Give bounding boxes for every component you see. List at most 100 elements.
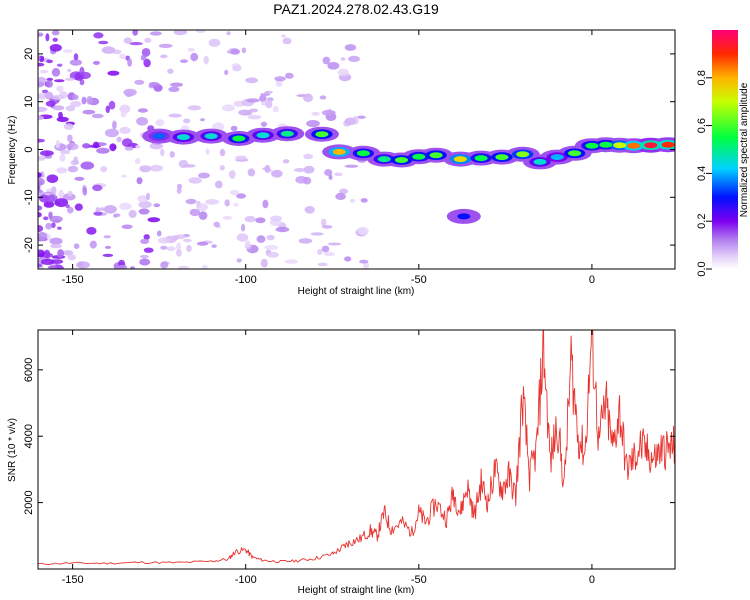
- noise-speckle: [65, 204, 70, 208]
- noise-speckle: [93, 32, 104, 39]
- noise-speckle: [93, 211, 103, 216]
- noise-speckle: [38, 205, 43, 211]
- noise-speckle: [139, 165, 152, 173]
- ridge-point: [332, 148, 346, 155]
- noise-speckle: [168, 113, 182, 118]
- noise-speckle: [270, 215, 282, 222]
- noise-speckle: [311, 111, 320, 116]
- noise-speckle: [335, 192, 346, 200]
- noise-speckle: [51, 186, 57, 195]
- noise-speckle: [215, 180, 223, 189]
- noise-speckle: [143, 58, 151, 68]
- snr-plot-area: [38, 330, 675, 569]
- noise-speckle: [140, 54, 147, 61]
- noise-speckle: [52, 105, 65, 111]
- noise-speckle: [143, 247, 154, 253]
- noise-speckle: [255, 217, 266, 224]
- noise-speckle: [203, 55, 209, 65]
- snr-panel: -150 -100 -50 0 2000 4000 6000 Height of stra…: [7, 329, 676, 596]
- noise-speckle: [264, 90, 273, 94]
- noise-speckle: [304, 206, 315, 214]
- noise-speckle: [198, 172, 210, 179]
- noise-speckle: [81, 96, 87, 105]
- noise-speckle: [57, 226, 62, 230]
- noise-speckle: [158, 43, 173, 49]
- noise-speckle: [189, 208, 201, 217]
- noise-speckle: [138, 201, 152, 209]
- noise-speckle: [129, 42, 143, 46]
- ridge-point: [176, 134, 190, 141]
- noise-speckle: [247, 168, 256, 177]
- noise-speckle: [265, 99, 273, 109]
- noise-speckle: [38, 81, 45, 88]
- noise-speckle: [317, 249, 323, 255]
- noise-speckle: [100, 166, 108, 173]
- noise-speckle: [176, 242, 182, 251]
- noise-speckle: [43, 216, 49, 221]
- noise-speckle: [132, 30, 138, 36]
- noise-speckle: [117, 264, 128, 269]
- noise-speckle: [160, 148, 165, 157]
- noise-speckle: [317, 262, 328, 267]
- noise-speckle: [139, 258, 151, 266]
- noise-speckle: [146, 192, 150, 201]
- noise-speckle: [259, 95, 267, 102]
- noise-speckle: [149, 31, 162, 36]
- noise-speckle: [50, 243, 62, 249]
- spectrogram-y-ticks: -20 -10 0 10 20: [23, 48, 675, 253]
- noise-speckle: [62, 49, 73, 53]
- noise-speckle: [172, 235, 179, 241]
- noise-speckle: [102, 253, 114, 257]
- noise-speckle: [360, 198, 368, 203]
- noise-speckle: [56, 63, 63, 67]
- noise-speckle: [176, 187, 182, 194]
- noise-speckle: [244, 240, 251, 248]
- noise-speckle: [51, 30, 60, 36]
- ridge-point: [599, 141, 613, 148]
- noise-speckle: [40, 150, 54, 157]
- noise-speckle: [327, 242, 342, 246]
- x-tick-label: -50: [411, 574, 427, 586]
- ridge-point: [661, 141, 675, 148]
- noise-speckle: [323, 251, 335, 257]
- noise-speckle: [107, 70, 120, 76]
- x-tick-label: -150: [62, 274, 84, 286]
- noise-speckle: [112, 120, 117, 130]
- noise-speckle: [208, 38, 221, 47]
- noise-speckle: [153, 203, 161, 208]
- noise-speckle: [79, 66, 85, 76]
- snr-x-ticks: -150 -100 -50 0: [62, 330, 595, 586]
- noise-speckle: [197, 203, 209, 212]
- noise-speckle: [344, 44, 357, 51]
- noise-speckle: [177, 265, 190, 269]
- noise-speckle: [198, 211, 208, 220]
- noise-speckle: [38, 78, 41, 83]
- noise-speckle: [38, 177, 45, 186]
- noise-speckle: [322, 225, 333, 229]
- noise-speckle: [43, 201, 55, 208]
- noise-speckle: [302, 176, 312, 185]
- noise-speckle: [232, 65, 242, 72]
- spectrogram-x-label: Height of straight line (km): [298, 286, 415, 297]
- snr-y-ticks: 2000 4000 6000: [23, 358, 675, 515]
- noise-speckle: [86, 227, 97, 235]
- noise-speckle: [103, 205, 117, 214]
- noise-speckle: [74, 176, 85, 181]
- noise-speckle: [82, 109, 96, 115]
- ridge-point: [232, 135, 246, 142]
- noise-speckle: [38, 106, 48, 112]
- noise-speckle: [91, 113, 104, 119]
- colorbar-tick-label: 0.0: [696, 261, 708, 276]
- noise-speckle: [348, 55, 360, 63]
- x-tick-label: -150: [62, 574, 84, 586]
- noise-speckle: [38, 189, 43, 193]
- colorbar-ticks: 0.0 0.2 0.4 0.6 0.8: [696, 70, 712, 277]
- noise-speckle: [170, 82, 184, 87]
- ridge-point: [474, 155, 488, 162]
- noise-speckle: [98, 40, 109, 45]
- ridge-point: [585, 142, 599, 149]
- noise-speckle: [339, 188, 349, 195]
- noise-speckle: [344, 117, 356, 126]
- noise-speckle: [89, 240, 97, 249]
- ridge-point: [457, 213, 471, 220]
